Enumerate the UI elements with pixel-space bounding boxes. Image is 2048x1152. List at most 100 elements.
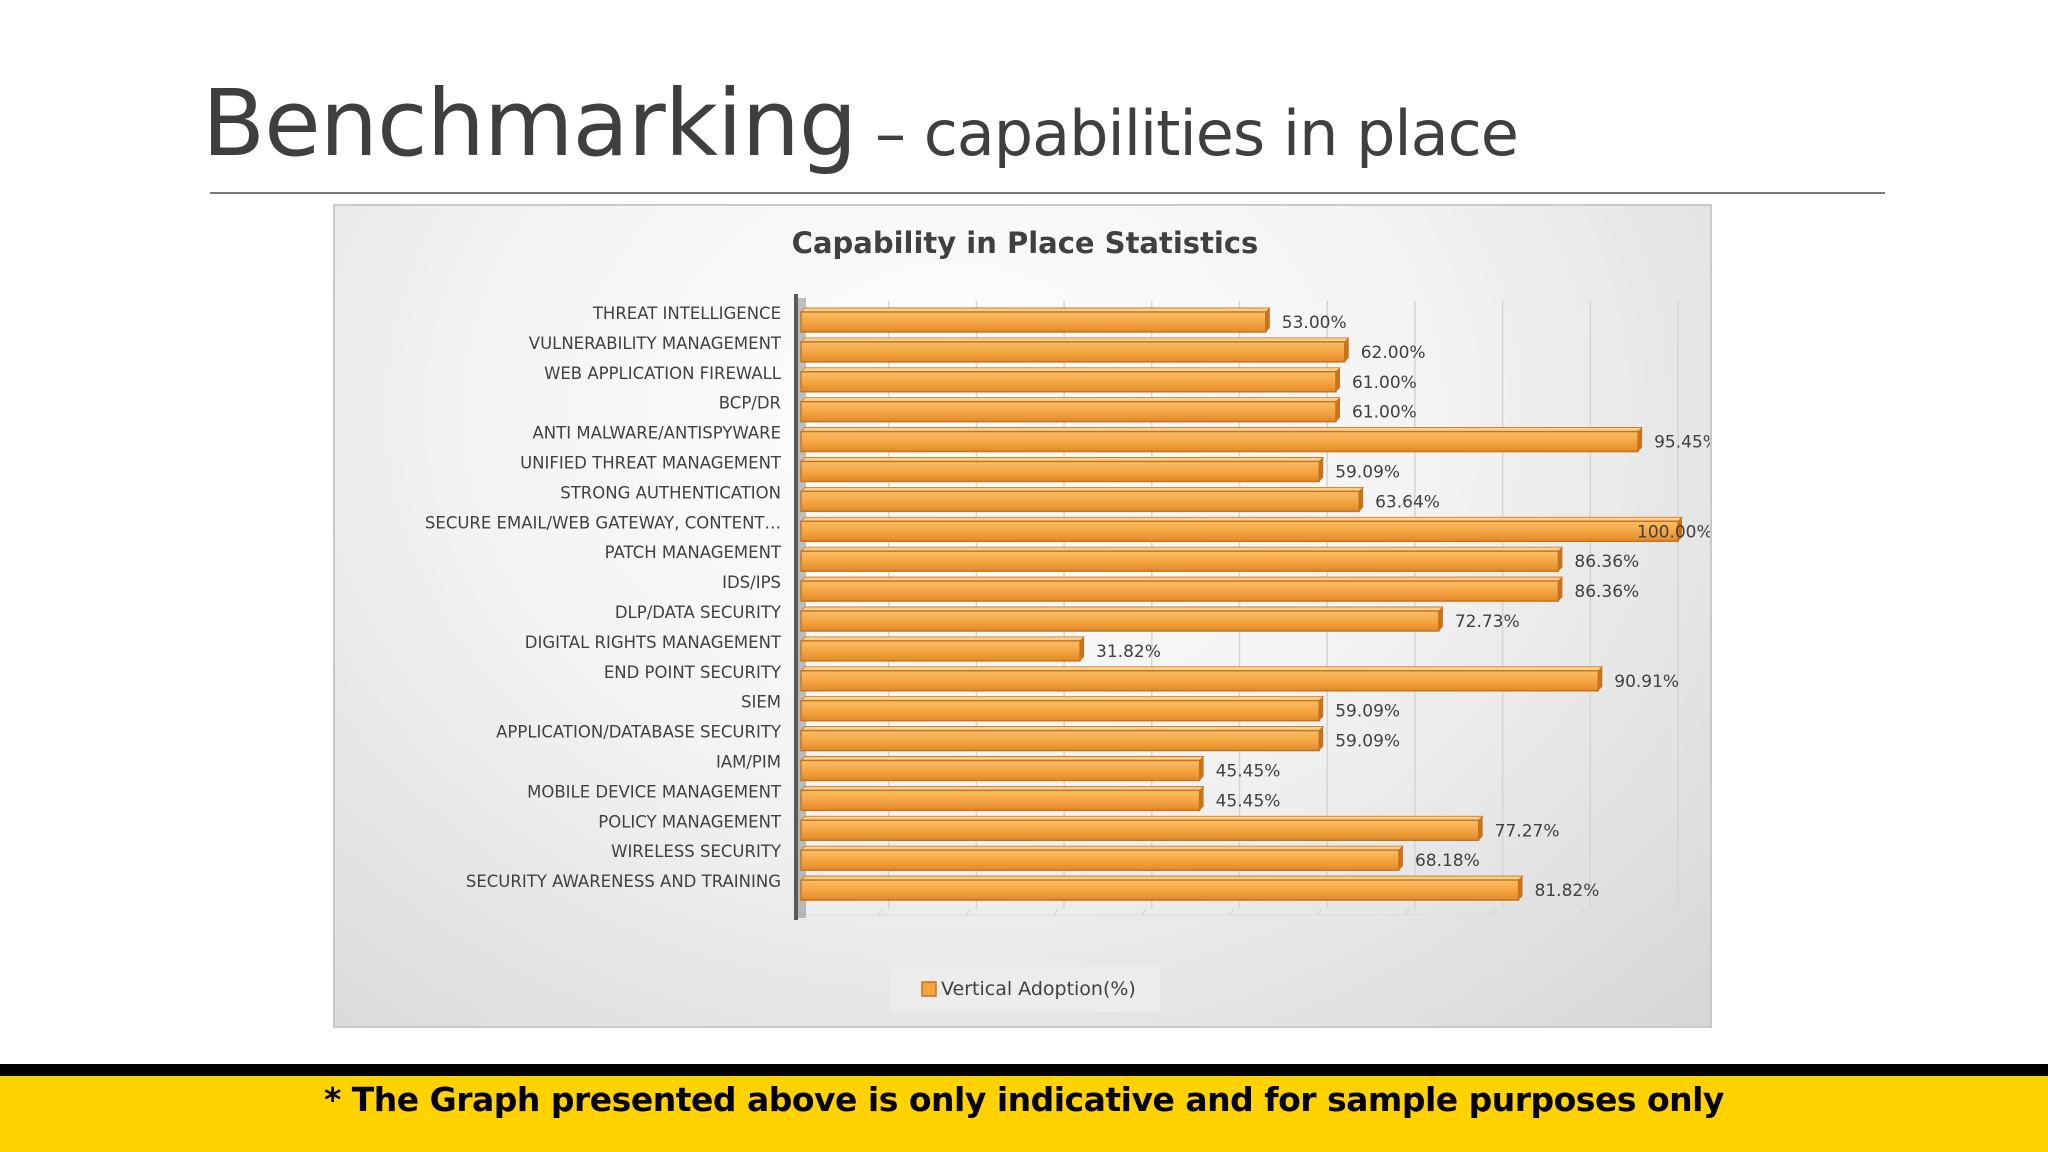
bar-end-face (1558, 547, 1563, 572)
bar-front-face (800, 311, 1267, 333)
category-label: MOBILE DEVICE MANAGEMENT (527, 782, 782, 801)
data-label: 59.09% (1335, 702, 1400, 722)
data-label: 45.45% (1216, 761, 1281, 781)
bar (800, 337, 1350, 363)
bar-front-face (800, 789, 1201, 812)
category-label: PATCH MANAGEMENT (605, 543, 782, 562)
data-label: 59.09% (1335, 462, 1400, 482)
data-label: 59.09% (1335, 732, 1400, 752)
bar (800, 875, 1524, 901)
category-label: UNIFIED THREAT MANAGEMENT (520, 453, 782, 472)
category-label: DIGITAL RIGHTS MANAGEMENT (525, 633, 782, 652)
data-label: 45.45% (1216, 791, 1281, 811)
bar-front-face (800, 341, 1346, 363)
bar (800, 696, 1325, 722)
chart-title: Capability in Place Statistics (792, 226, 1259, 260)
bar-end-face (1199, 756, 1204, 781)
bar-end-face (1398, 846, 1403, 871)
data-label: 53.00% (1282, 313, 1347, 333)
category-label: BCP/DR (719, 394, 781, 413)
category-label: APPLICATION/DATABASE SECURITY (496, 723, 782, 742)
bar-end-face (1199, 786, 1204, 811)
bars (800, 307, 1683, 901)
data-label: 100.00% (1637, 522, 1710, 542)
legend: Vertical Adoption(%) (890, 966, 1160, 1012)
bar (800, 397, 1341, 423)
data-label: 77.27% (1495, 821, 1560, 841)
bar-end-face (1638, 427, 1643, 452)
data-label: 86.36% (1574, 582, 1639, 602)
bar (800, 606, 1444, 632)
data-label: 31.82% (1096, 642, 1161, 662)
bar-front-face (800, 400, 1337, 423)
footer-yellow-band (0, 1076, 2048, 1152)
bar (800, 516, 1683, 542)
data-label: 81.82% (1535, 881, 1600, 901)
bar-end-face (1678, 517, 1682, 542)
category-axis-wall (794, 294, 798, 920)
slide-title-main: Benchmarking (202, 70, 857, 177)
bar-front-face (800, 879, 1520, 901)
category-label: STRONG AUTHENTICATION (560, 483, 781, 502)
bar-end-face (1344, 337, 1349, 362)
category-label: VULNERABILITY MANAGEMENT (529, 334, 782, 353)
data-labels: 53.00% 62.00% 61.00% 61.00% 95.45% 59.09% 63.6… (1096, 313, 1710, 901)
slide-title-sub: – capabilities in place (856, 97, 1519, 170)
category-label: THREAT INTELLIGENCE (592, 304, 781, 323)
category-label: SIEM (741, 693, 781, 712)
bar-front-face (800, 729, 1320, 752)
bar-front-face (800, 490, 1360, 513)
bar-end-face (1335, 397, 1340, 422)
bar-end-face (1598, 666, 1603, 691)
gridline-floor (878, 908, 884, 916)
data-label: 63.64% (1375, 492, 1440, 512)
bar-front-face (800, 520, 1679, 542)
bar-end-face (1319, 696, 1324, 721)
footer-black-bar (0, 1064, 2048, 1076)
legend-swatch (921, 981, 937, 997)
bar (800, 785, 1205, 812)
data-label: 95.45% (1654, 433, 1710, 453)
bar-end-face (1319, 726, 1324, 751)
legend-label: Vertical Adoption(%) (941, 978, 1136, 1000)
data-label: 72.73% (1455, 612, 1520, 632)
bar (800, 457, 1325, 483)
chart-canvas: Capability in Place Statistics THREAT IN… (425, 226, 1710, 1012)
bar-front-face (800, 550, 1560, 572)
category-label: IAM/PIM (716, 752, 781, 771)
category-label: WIRELESS SECURITY (611, 842, 782, 861)
title-divider (210, 192, 1885, 194)
gridline-floor (1492, 908, 1498, 916)
bar-end-face (1335, 367, 1340, 392)
bar-end-face (1265, 307, 1270, 332)
bar-end-face (1558, 577, 1563, 602)
bar-end-face (1438, 606, 1443, 631)
data-label: 90.91% (1614, 672, 1679, 692)
bar-end-face (1478, 816, 1483, 841)
bar-front-face (800, 849, 1400, 871)
bar (800, 546, 1564, 572)
category-labels: THREAT INTELLIGENCE VULNERABILITY MANAGEM… (425, 304, 782, 891)
bar-end-face (1359, 487, 1364, 512)
category-label: SECURE EMAIL/WEB GATEWAY, CONTENT… (425, 513, 781, 532)
category-label: IDS/IPS (722, 573, 781, 592)
category-label: POLICY MANAGEMENT (598, 812, 782, 831)
slide-title: Benchmarking – capabilities in place (202, 70, 1519, 177)
bar (800, 367, 1341, 393)
category-label: END POINT SECURITY (604, 663, 782, 682)
bar-front-face (800, 610, 1440, 632)
category-axis-wall-shade (798, 298, 806, 918)
footer-note: * The Graph presented above is only indi… (324, 1080, 1724, 1119)
bar (800, 307, 1271, 333)
bar-front-face (800, 819, 1480, 841)
bar (800, 815, 1484, 841)
bar (800, 576, 1564, 602)
gridline-floor (1316, 908, 1322, 916)
gridline-floor (1053, 908, 1059, 916)
bar (800, 726, 1325, 752)
category-label: WEB APPLICATION FIREWALL (544, 364, 782, 383)
category-label: ANTI MALWARE/ANTISPYWARE (533, 424, 781, 443)
bar (800, 427, 1644, 453)
bar-front-face (800, 640, 1081, 662)
bar-front-face (800, 371, 1337, 393)
